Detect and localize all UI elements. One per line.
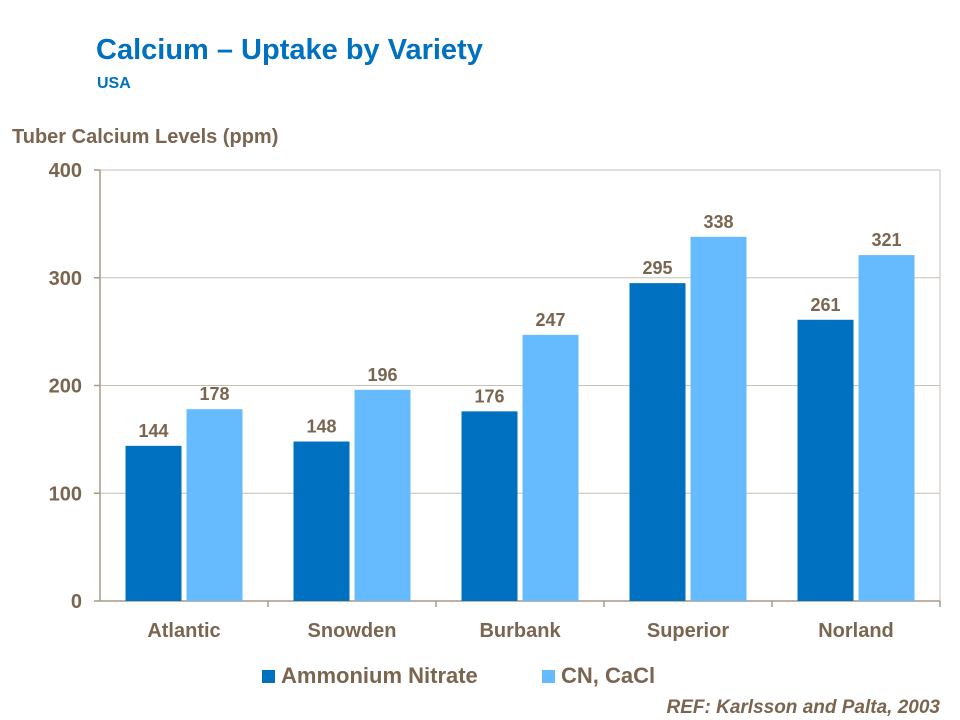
- y-tick-label: 0: [71, 591, 82, 613]
- bar-norland-series-0: [797, 319, 854, 601]
- bar-superior-series-1: [690, 236, 747, 601]
- reference-note: REF: Karlsson and Palta, 2003: [666, 697, 941, 718]
- data-label: 338: [703, 212, 733, 232]
- legend-swatch-icon: [542, 669, 555, 683]
- x-tick-label: Burbank: [479, 620, 561, 642]
- y-tick-label: 100: [49, 483, 82, 505]
- y-tick-label: 400: [49, 160, 82, 182]
- x-tick-label: Snowden: [308, 620, 397, 642]
- data-label: 261: [810, 295, 840, 315]
- bar-burbank-series-0: [461, 411, 518, 601]
- y-axis-label: Tuber Calcium Levels (ppm): [12, 126, 279, 148]
- data-label: 247: [535, 310, 565, 330]
- legend-item-cn-cacl: CN, CaCl: [542, 663, 655, 689]
- data-label: 321: [871, 230, 901, 250]
- legend-swatch-icon: [262, 669, 275, 683]
- page-title: Calcium – Uptake by Variety: [96, 34, 483, 66]
- bar-atlantic-series-0: [125, 445, 182, 601]
- legend-label: Ammonium Nitrate: [281, 663, 478, 688]
- data-label: 196: [367, 365, 397, 385]
- data-label: 178: [199, 384, 229, 404]
- y-tick-label: 200: [49, 376, 82, 398]
- legend-label: CN, CaCl: [561, 663, 656, 688]
- bar-norland-series-1: [858, 255, 915, 601]
- bar-snowden-series-0: [293, 441, 350, 601]
- bar-snowden-series-1: [354, 389, 411, 601]
- bar-burbank-series-1: [522, 334, 579, 601]
- legend-item-ammonium-nitrate: Ammonium Nitrate: [262, 663, 478, 689]
- x-tick-label: Superior: [647, 620, 729, 642]
- bar-superior-series-0: [629, 283, 686, 601]
- data-label: 176: [474, 386, 504, 406]
- data-label: 144: [138, 421, 168, 441]
- x-tick-label: Atlantic: [147, 620, 220, 642]
- data-label: 295: [642, 258, 672, 278]
- x-tick-label: Norland: [818, 620, 894, 642]
- y-tick-label: 300: [49, 268, 82, 290]
- bar-atlantic-series-1: [186, 409, 243, 601]
- page-subtitle: USA: [97, 75, 131, 92]
- data-label: 148: [306, 417, 336, 437]
